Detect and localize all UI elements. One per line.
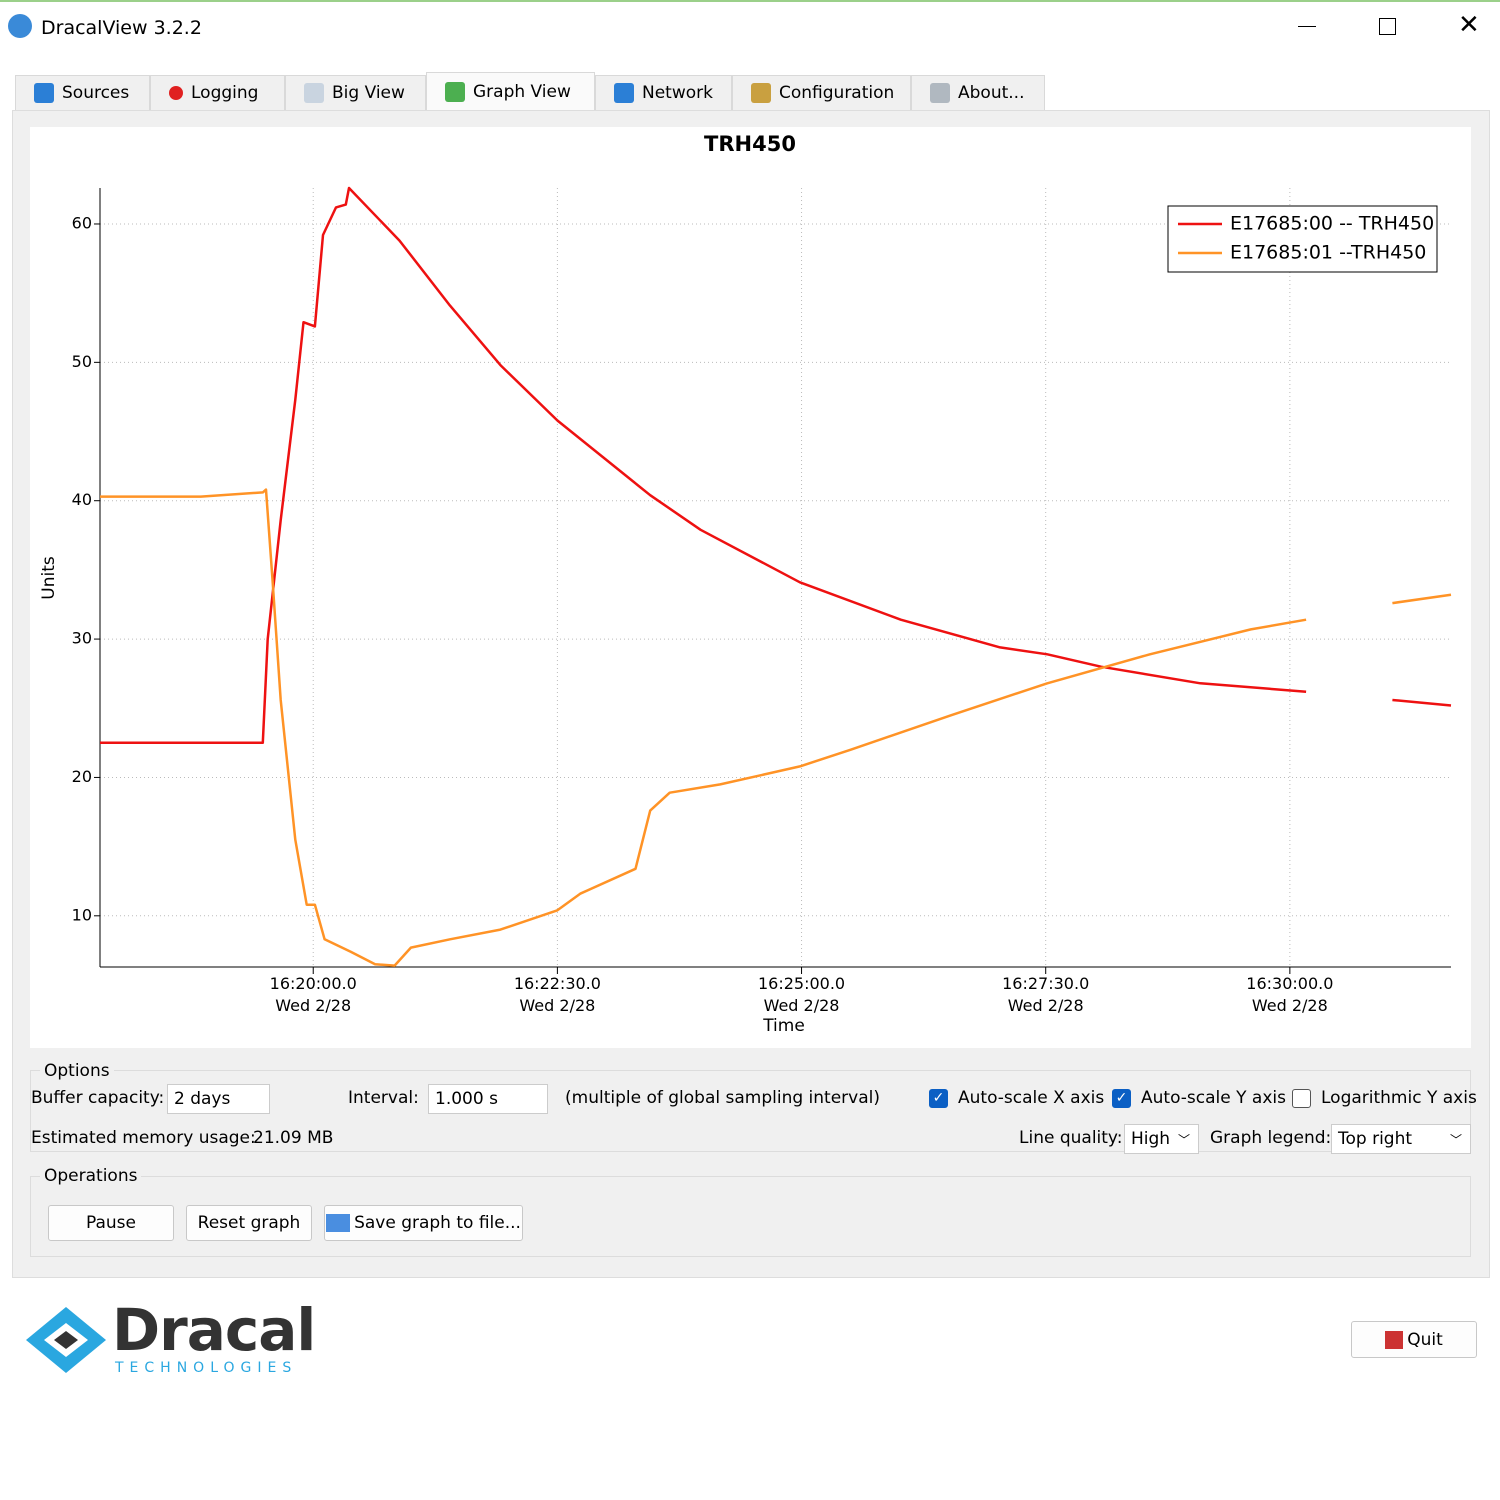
checkbox[interactable]: ✓	[1112, 1089, 1131, 1108]
tab-label: About...	[958, 83, 1025, 103]
legend-box	[1167, 205, 1438, 273]
window-border	[0, 0, 1500, 2]
save-button[interactable]: Save graph to file...	[324, 1205, 523, 1241]
tab[interactable]: Logging	[150, 75, 285, 110]
y-axis-label: Units	[39, 556, 59, 600]
tab-icon	[930, 83, 950, 103]
checkbox-label: Auto-scale Y axis	[1141, 1088, 1286, 1108]
operations-title: Operations	[40, 1166, 142, 1186]
x-tick-label: 16:20:00.0	[270, 974, 357, 993]
x-tick-date: Wed 2/28	[1252, 996, 1328, 1015]
tab-icon	[304, 83, 324, 103]
tab[interactable]: Big View	[285, 75, 426, 110]
y-tick-label: 50	[72, 352, 92, 371]
chart-title: TRH450	[704, 132, 796, 156]
quit-button[interactable]: Quit	[1351, 1321, 1477, 1358]
maximize-button[interactable]	[1379, 18, 1396, 35]
memory-value: 21.09 MB	[253, 1128, 334, 1148]
quality-value: High	[1131, 1129, 1171, 1149]
y-tick-label: 40	[72, 490, 92, 509]
tab-label: Configuration	[779, 83, 895, 103]
checkbox-label: Logarithmic Y axis	[1321, 1088, 1477, 1108]
interval-spinbox[interactable]: 1.000 s	[428, 1084, 548, 1114]
tab[interactable]: Network	[595, 75, 732, 110]
interval-label: Interval:	[348, 1088, 419, 1108]
quality-label: Line quality:	[1019, 1128, 1123, 1148]
chart: TRH450 Time Units 10 20 30 40 50 60 16:20:00.0…	[30, 127, 1471, 1048]
series-line	[100, 488, 1452, 967]
legend-label: E17685:01 --TRH450	[1230, 242, 1426, 264]
y-tick-label: 10	[72, 905, 92, 924]
close-button[interactable]: ✕	[1458, 10, 1480, 40]
minimize-button[interactable]	[1298, 26, 1316, 27]
reset-button[interactable]: Reset graph	[186, 1205, 312, 1241]
options-group	[30, 1070, 1471, 1152]
memory-label: Estimated memory usage:	[31, 1128, 256, 1148]
tab-label: Graph View	[473, 82, 571, 102]
checkbox[interactable]: ✓	[929, 1089, 948, 1108]
x-tick-label: 16:25:00.0	[758, 974, 845, 993]
checkbox-label: Auto-scale X axis	[958, 1088, 1105, 1108]
legend-value: Top right	[1338, 1129, 1413, 1149]
tab-label: Network	[642, 83, 713, 103]
window-title: DracalView 3.2.2	[41, 17, 202, 39]
legend-combo[interactable]: Top right ﹀	[1331, 1124, 1471, 1154]
x-tick-label: 16:30:00.0	[1246, 974, 1333, 993]
operations-group	[30, 1176, 1471, 1257]
tab-icon	[614, 83, 634, 103]
x-tick-label: 16:27:30.0	[1002, 974, 1089, 993]
tab-label: Logging	[191, 83, 259, 103]
checkbox[interactable]	[1292, 1089, 1311, 1108]
legend-label: Graph legend:	[1210, 1128, 1332, 1148]
tab-label: Big View	[332, 83, 405, 103]
quality-combo[interactable]: High ﹀	[1124, 1124, 1199, 1154]
tab[interactable]: Graph View	[426, 72, 595, 111]
x-axis-label: Time	[762, 1016, 805, 1036]
tab[interactable]: Sources	[15, 75, 150, 110]
tab[interactable]: About...	[911, 75, 1045, 110]
pause-button[interactable]: Pause	[48, 1205, 174, 1241]
x-tick-date: Wed 2/28	[1008, 996, 1084, 1015]
series-line	[100, 186, 1452, 745]
interval-value: 1.000 s	[435, 1089, 498, 1109]
y-tick-label: 20	[72, 767, 92, 786]
buffer-label: Buffer capacity:	[31, 1088, 165, 1108]
tab-icon	[445, 82, 465, 102]
tab[interactable]: Configuration	[732, 75, 911, 110]
buffer-value: 2 days	[174, 1089, 231, 1109]
button-label: Quit	[1407, 1329, 1443, 1350]
x-tick-label: 16:22:30.0	[514, 974, 601, 993]
x-tick-date: Wed 2/28	[275, 996, 351, 1015]
chart-background	[30, 127, 1471, 1048]
x-tick-date: Wed 2/28	[519, 996, 595, 1015]
tab-icon	[751, 83, 771, 103]
tab-icon	[169, 86, 183, 100]
logo-tagline: TECHNOLOGIES	[115, 1360, 298, 1376]
app-icon	[8, 14, 32, 38]
logo-mark	[26, 1307, 106, 1373]
button-label: Pause	[86, 1213, 136, 1233]
button-label: Save graph to file...	[354, 1213, 521, 1233]
tab-icon	[34, 83, 54, 103]
options-title: Options	[40, 1061, 114, 1081]
buffer-spinbox[interactable]: 2 days	[167, 1084, 270, 1114]
button-label: Reset graph	[197, 1213, 301, 1233]
y-tick-label: 30	[72, 629, 92, 648]
interval-note: (multiple of global sampling interval)	[565, 1088, 880, 1108]
logo-name: Dracal	[112, 1296, 316, 1364]
x-tick-date: Wed 2/28	[764, 996, 840, 1015]
y-tick-label: 60	[72, 213, 92, 232]
tab-label: Sources	[62, 83, 130, 103]
legend-label: E17685:00 -- TRH450	[1230, 213, 1434, 235]
